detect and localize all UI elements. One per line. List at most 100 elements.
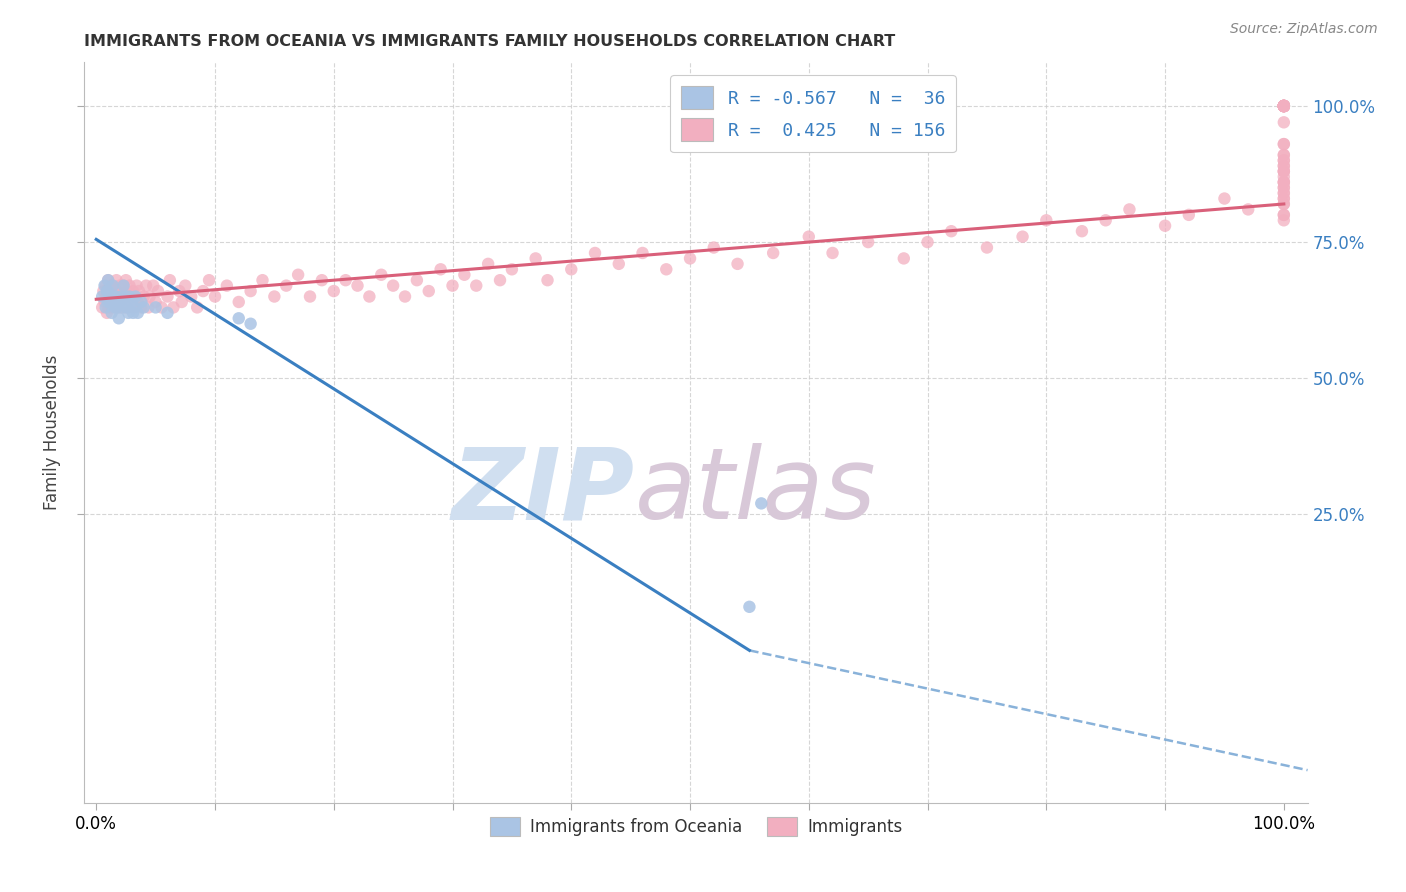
Point: [156, 306, 179, 320]
Point: [138, 301, 160, 315]
Point: [465, 278, 488, 293]
Point: [583, 246, 606, 260]
Point: [941, 224, 963, 238]
Point: [1272, 115, 1295, 129]
Point: [105, 273, 128, 287]
Point: [1272, 159, 1295, 173]
Point: [1094, 213, 1116, 227]
Point: [1272, 164, 1295, 178]
Point: [96, 306, 118, 320]
Point: [1272, 99, 1295, 113]
Point: [228, 295, 250, 310]
Point: [169, 284, 191, 298]
Point: [1237, 202, 1260, 217]
Point: [239, 317, 262, 331]
Point: [115, 289, 138, 303]
Point: [1272, 213, 1295, 227]
Point: [110, 289, 132, 303]
Point: [1272, 137, 1295, 152]
Point: [146, 284, 169, 298]
Point: [107, 311, 129, 326]
Point: [117, 301, 139, 315]
Point: [1272, 99, 1295, 113]
Point: [418, 284, 440, 298]
Point: [117, 306, 139, 320]
Point: [110, 301, 132, 315]
Point: [103, 284, 125, 298]
Point: [1272, 137, 1295, 152]
Point: [174, 278, 197, 293]
Point: [1272, 192, 1295, 206]
Point: [127, 295, 149, 310]
Point: [1272, 180, 1295, 194]
Point: [607, 257, 630, 271]
Point: [856, 235, 879, 249]
Point: [104, 289, 127, 303]
Point: [1272, 148, 1295, 162]
Text: ZIP: ZIP: [451, 443, 636, 541]
Point: [127, 306, 149, 320]
Point: [121, 295, 143, 310]
Point: [124, 289, 146, 303]
Point: [797, 229, 820, 244]
Point: [94, 289, 117, 303]
Point: [1272, 175, 1295, 189]
Point: [100, 295, 122, 310]
Point: [100, 301, 122, 315]
Point: [1272, 169, 1295, 184]
Point: [1071, 224, 1094, 238]
Point: [1272, 99, 1295, 113]
Point: [1272, 208, 1295, 222]
Point: [98, 289, 121, 303]
Point: [655, 262, 678, 277]
Point: [100, 278, 122, 293]
Point: [1272, 99, 1295, 113]
Point: [93, 278, 115, 293]
Point: [1272, 99, 1295, 113]
Point: [115, 289, 138, 303]
Point: [322, 284, 344, 298]
Point: [252, 273, 274, 287]
Point: [150, 301, 173, 315]
Point: [394, 289, 416, 303]
Point: [1272, 99, 1295, 113]
Point: [749, 496, 772, 510]
Point: [156, 289, 179, 303]
Point: [1272, 99, 1295, 113]
Point: [180, 289, 202, 303]
Point: [441, 278, 464, 293]
Point: [121, 295, 143, 310]
Point: [501, 262, 523, 277]
Point: [738, 599, 761, 614]
Point: [107, 295, 129, 310]
Point: [1272, 192, 1295, 206]
Point: [703, 240, 725, 255]
Point: [477, 257, 499, 271]
Point: [382, 278, 405, 293]
Point: [762, 246, 785, 260]
Point: [97, 284, 120, 298]
Point: [239, 284, 262, 298]
Point: [103, 301, 125, 315]
Point: [1272, 197, 1295, 211]
Point: [142, 278, 165, 293]
Point: [1272, 99, 1295, 113]
Point: [138, 289, 160, 303]
Point: [145, 301, 167, 315]
Point: [370, 268, 392, 282]
Point: [1272, 197, 1295, 211]
Point: [679, 252, 702, 266]
Point: [1272, 186, 1295, 200]
Point: [115, 273, 138, 287]
Point: [128, 284, 150, 298]
Point: [1118, 202, 1140, 217]
Point: [120, 289, 142, 303]
Point: [1272, 99, 1295, 113]
Point: [1272, 175, 1295, 189]
Point: [170, 295, 193, 310]
Point: [131, 301, 153, 315]
Point: [111, 301, 134, 315]
Point: [215, 278, 238, 293]
Point: [1154, 219, 1177, 233]
Point: [107, 301, 129, 315]
